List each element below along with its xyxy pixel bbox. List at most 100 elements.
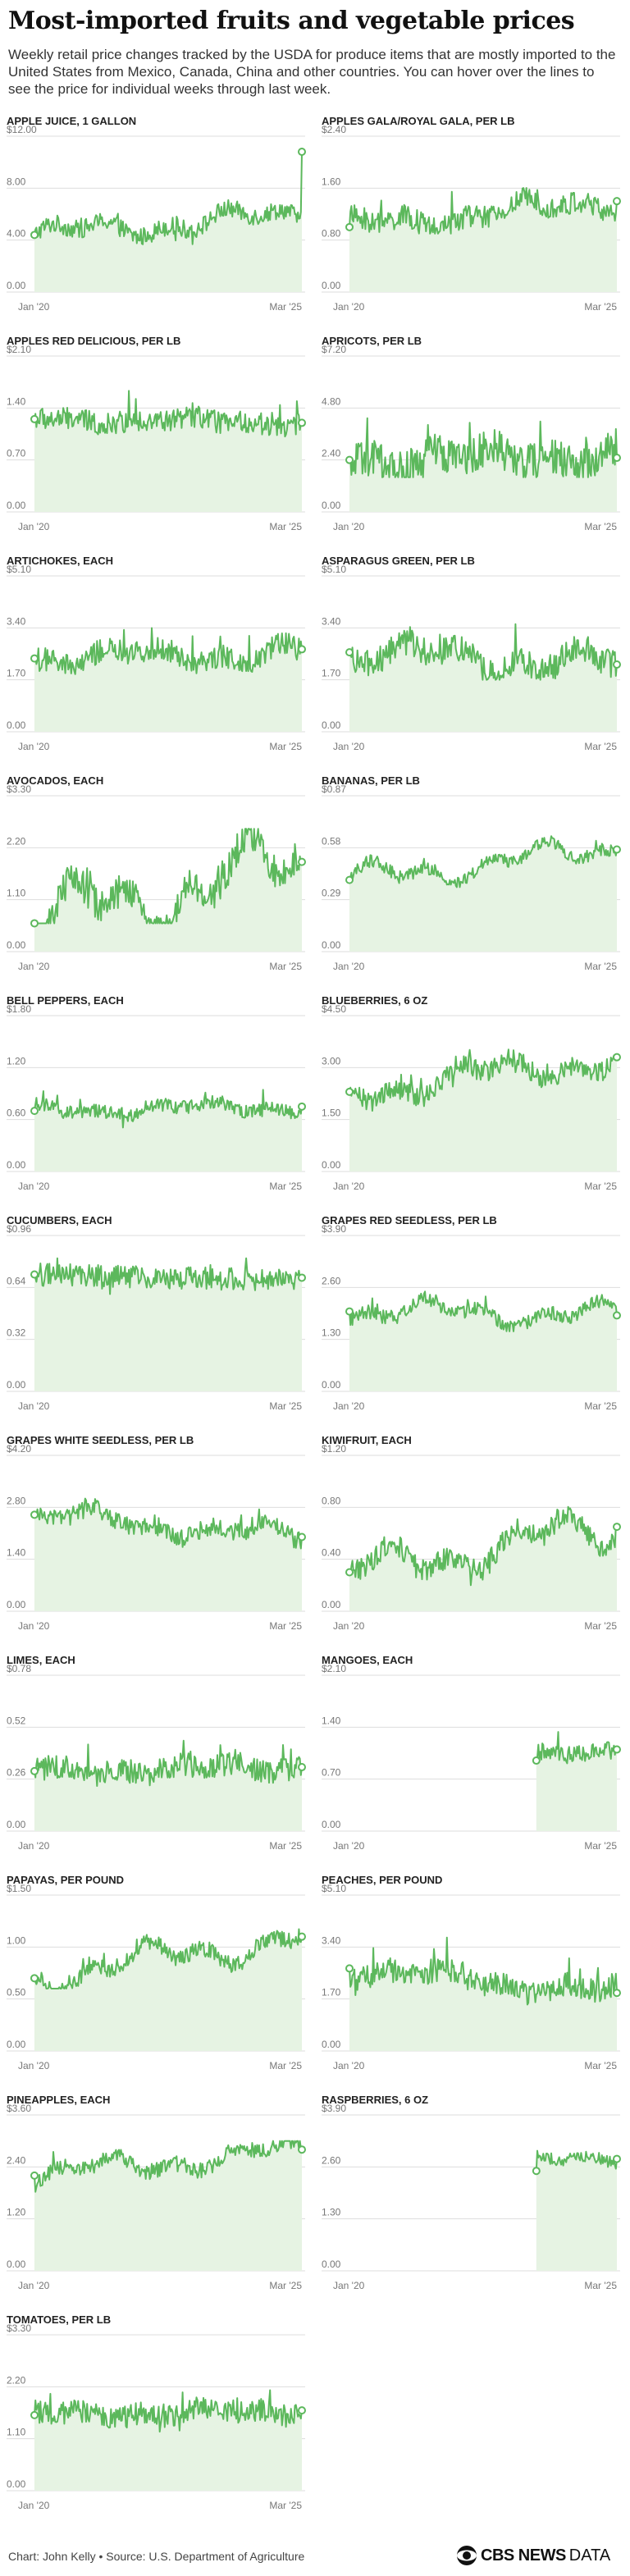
series-line[interactable]: [34, 1497, 303, 1550]
series-line[interactable]: [34, 1739, 303, 1787]
price-chart[interactable]: $3.90 2.60 1.30 0.00 Jan '20 Mar '25: [315, 2103, 630, 2305]
start-point[interactable]: [345, 1087, 354, 1096]
end-point[interactable]: [298, 148, 306, 156]
start-point[interactable]: [30, 654, 39, 663]
start-point[interactable]: [532, 1756, 541, 1765]
start-point[interactable]: [532, 2167, 541, 2176]
x-tick-label: Jan '20: [333, 301, 365, 313]
series-line[interactable]: [34, 627, 303, 675]
start-point[interactable]: [345, 875, 354, 884]
logo-suffix: DATA: [568, 2546, 611, 2565]
series-line[interactable]: [349, 417, 618, 478]
start-point[interactable]: [345, 222, 354, 231]
series-line[interactable]: [34, 390, 303, 438]
end-point[interactable]: [298, 1102, 306, 1111]
start-point[interactable]: [30, 1510, 39, 1519]
end-point[interactable]: [298, 857, 306, 866]
price-chart[interactable]: $0.87 0.58 0.29 0.00 Jan '20 Mar '25: [315, 784, 630, 986]
y-tick-label: 2.60: [322, 1275, 341, 1286]
price-chart[interactable]: $5.10 3.40 1.70 0.00 Jan '20 Mar '25: [315, 1884, 630, 2085]
price-chart[interactable]: $2.10 1.40 0.70 0.00 Jan '20 Mar '25: [0, 345, 315, 546]
end-point[interactable]: [298, 1532, 306, 1541]
series-line[interactable]: [535, 1731, 618, 1765]
start-point[interactable]: [30, 2171, 39, 2180]
end-point[interactable]: [613, 1989, 621, 1998]
end-point[interactable]: [298, 418, 306, 427]
end-point[interactable]: [613, 1523, 621, 1532]
end-point[interactable]: [613, 1053, 621, 1062]
y-tick-label: 8.00: [7, 176, 26, 187]
price-chart[interactable]: $0.78 0.52 0.26 0.00 Jan '20 Mar '25: [0, 1664, 315, 1866]
end-point[interactable]: [298, 1932, 306, 1941]
start-point[interactable]: [345, 1964, 354, 1973]
start-point[interactable]: [30, 2410, 39, 2419]
series-line[interactable]: [349, 623, 618, 681]
end-point[interactable]: [298, 1763, 306, 1772]
end-point[interactable]: [613, 1311, 621, 1320]
y-tick-label: 0.32: [7, 1327, 26, 1339]
series-line[interactable]: [349, 835, 618, 888]
price-chart[interactable]: $4.50 3.00 1.50 0.00 Jan '20 Mar '25: [315, 1004, 630, 1206]
price-chart[interactable]: $1.20 0.80 0.40 0.00 Jan '20 Mar '25: [315, 1444, 630, 1646]
price-chart[interactable]: $3.90 2.60 1.30 0.00 Jan '20 Mar '25: [315, 1224, 630, 1426]
series-line[interactable]: [535, 2149, 618, 2172]
start-point[interactable]: [30, 231, 39, 240]
start-point[interactable]: [345, 648, 354, 657]
price-chart[interactable]: $2.40 1.60 0.80 0.00 Jan '20 Mar '25: [315, 125, 630, 327]
price-chart[interactable]: $3.60 2.40 1.20 0.00 Jan '20 Mar '25: [0, 2103, 315, 2305]
start-point[interactable]: [345, 1568, 354, 1577]
x-tick-label: Jan '20: [18, 1620, 50, 1632]
series-area: [34, 1740, 302, 1831]
y-tick-label: 0.00: [7, 280, 26, 291]
series-line[interactable]: [34, 2140, 303, 2193]
end-point[interactable]: [298, 1273, 306, 1282]
price-chart[interactable]: $4.20 2.80 1.40 0.00 Jan '20 Mar '25: [0, 1444, 315, 1646]
end-point[interactable]: [613, 845, 621, 854]
series-line[interactable]: [34, 151, 303, 245]
series-line[interactable]: [349, 1936, 618, 2006]
y-tick-label: 3.00: [322, 1055, 341, 1066]
end-point[interactable]: [613, 197, 621, 206]
price-chart[interactable]: $3.30 2.20 1.10 0.00 Jan '20 Mar '25: [0, 2323, 315, 2525]
chart-panel: GRAPES WHITE SEEDLESS, PER LB $4.20 2.80 1.…: [0, 1426, 315, 1646]
chart-title: GRAPES WHITE SEEDLESS, PER LB: [7, 1434, 194, 1446]
series-line[interactable]: [34, 1089, 303, 1129]
start-point[interactable]: [345, 455, 354, 464]
y-tick-label: 0.29: [322, 888, 341, 899]
price-chart[interactable]: $0.96 0.64 0.32 0.00 Jan '20 Mar '25: [0, 1224, 315, 1426]
start-point[interactable]: [30, 1974, 39, 1983]
price-chart[interactable]: $5.10 3.40 1.70 0.00 Jan '20 Mar '25: [0, 564, 315, 766]
price-chart[interactable]: $3.30 2.20 1.10 0.00 Jan '20 Mar '25: [0, 784, 315, 986]
x-tick-label: Mar '25: [269, 1181, 302, 1192]
series-line[interactable]: [34, 1928, 303, 1989]
start-point[interactable]: [30, 919, 39, 928]
end-point[interactable]: [613, 2154, 621, 2163]
end-point[interactable]: [613, 454, 621, 463]
series-line[interactable]: [349, 1048, 618, 1112]
price-chart[interactable]: $7.20 4.80 2.40 0.00 Jan '20 Mar '25: [315, 345, 630, 546]
series-line[interactable]: [34, 828, 303, 925]
price-chart[interactable]: $12.00 8.00 4.00 0.00 Jan '20 Mar '25: [0, 125, 315, 327]
start-point[interactable]: [30, 414, 39, 423]
start-point[interactable]: [30, 1107, 39, 1116]
end-point[interactable]: [613, 660, 621, 669]
end-point[interactable]: [298, 2406, 306, 2415]
x-tick-label: Mar '25: [269, 301, 302, 313]
start-point[interactable]: [30, 1270, 39, 1279]
start-point[interactable]: [345, 1307, 354, 1316]
y-tick-label: $12.00: [7, 125, 37, 135]
start-point[interactable]: [30, 1766, 39, 1775]
series-line[interactable]: [349, 1290, 618, 1332]
price-chart[interactable]: $5.10 3.40 1.70 0.00 Jan '20 Mar '25: [315, 564, 630, 766]
price-chart[interactable]: $1.50 1.00 0.50 0.00 Jan '20 Mar '25: [0, 1884, 315, 2085]
price-chart[interactable]: $1.80 1.20 0.60 0.00 Jan '20 Mar '25: [0, 1004, 315, 1206]
end-point[interactable]: [298, 645, 306, 654]
series-line[interactable]: [349, 187, 618, 235]
series-line[interactable]: [349, 1505, 618, 1587]
chart-panel: PAPAYAS, PER POUND $1.50 1.00 0.50 0.00 Jan '…: [0, 1866, 315, 2085]
price-chart[interactable]: $2.10 1.40 0.70 0.00 Jan '20 Mar '25: [315, 1664, 630, 1866]
series-line[interactable]: [34, 2389, 303, 2433]
end-point[interactable]: [613, 1745, 621, 1754]
end-point[interactable]: [298, 2145, 306, 2154]
series-line[interactable]: [34, 1257, 303, 1295]
